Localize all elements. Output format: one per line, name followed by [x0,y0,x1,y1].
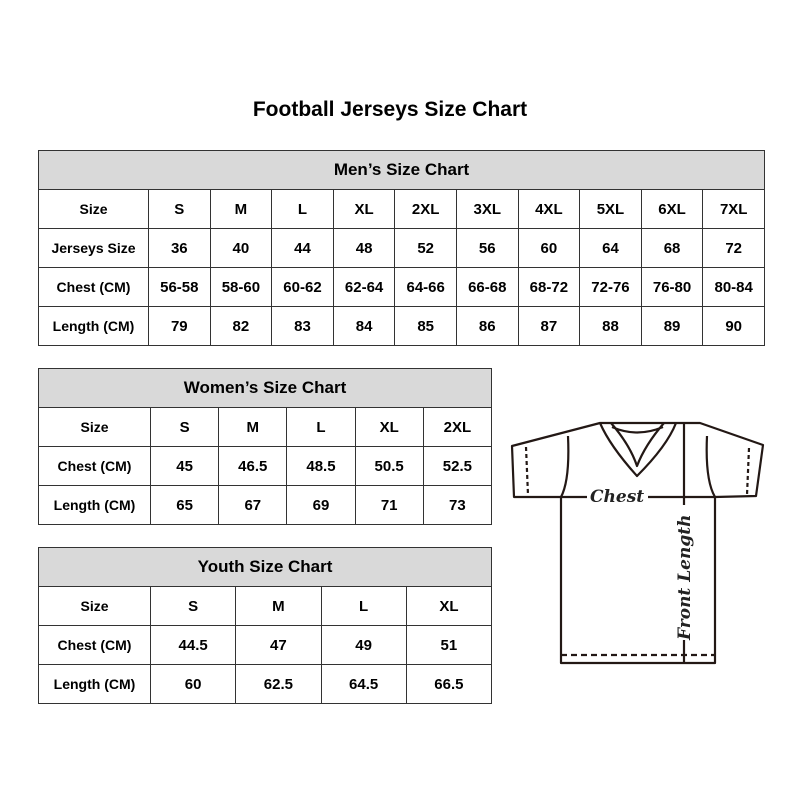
table-cell: 66-68 [455,267,519,307]
table-cell: 79 [148,306,211,346]
table-cell: 71 [354,485,424,525]
table-cell: 84 [332,306,396,346]
sleeve-hem-right [745,447,751,496]
table-cell: 44.5 [149,625,237,665]
table-cell: 85 [394,306,457,346]
table-row: Length (CM) 79 82 83 84 85 86 87 88 89 90 [38,306,766,346]
jersey-collar [610,422,665,468]
table-cell: 5XL [579,189,642,229]
row-label: Chest (CM) [38,446,151,486]
table-cell: 86 [455,306,519,346]
table-cell: 66.5 [405,664,493,704]
table-cell: 48 [332,228,396,268]
table-cell: 44 [271,228,334,268]
table-cell: 90 [702,306,766,346]
table-row: Chest (CM) 45 46.5 48.5 50.5 52.5 [38,446,493,486]
table-cell: 48.5 [286,446,356,486]
table-cell: 49 [320,625,407,665]
table-row: Chest (CM) 44.5 47 49 51 [38,625,493,665]
table-cell: 68 [640,228,704,268]
table-cell: S [149,586,237,626]
table-heading: Men’s Size Chart [37,150,766,190]
row-label: Size [38,407,151,447]
jersey-outline [510,421,765,665]
table-cell: 67 [218,485,288,525]
front-length-label: Front Length [675,515,695,641]
table-cell: L [320,586,407,626]
table-cell: 72-76 [579,267,642,307]
table-cell: L [271,189,334,229]
table-cell: 50.5 [354,446,424,486]
table-cell: 87 [517,306,581,346]
table-cell: 47 [235,625,322,665]
table-cell: 73 [422,485,493,525]
table-heading: Youth Size Chart [37,547,493,587]
table-cell: M [218,407,288,447]
table-cell: 45 [149,446,220,486]
table-cell: 68-72 [517,267,581,307]
table-cell: 60 [149,664,237,704]
table-cell: S [149,407,220,447]
table-cell: 40 [209,228,273,268]
table-cell: 51 [405,625,493,665]
table-cell: 76-80 [640,267,704,307]
table-cell: 56-58 [148,267,211,307]
row-label: Chest (CM) [38,625,151,665]
table-cell: 6XL [640,189,704,229]
row-label: Length (CM) [38,485,151,525]
row-label: Jerseys Size [38,228,149,268]
youth-size-table: Youth Size Chart Size S M L XL Chest (CM) 44.5 4… [37,547,493,704]
womens-size-table: Women’s Size Chart Size S M L XL 2XL Chest (CM)… [37,368,493,525]
table-heading-row: Women’s Size Chart [37,368,493,408]
table-row: Length (CM) 60 62.5 64.5 66.5 [38,664,493,704]
table-heading: Women’s Size Chart [37,368,493,408]
table-row: Jerseys Size 36 40 44 48 52 56 60 64 68 72 [38,228,766,268]
table-heading-row: Youth Size Chart [37,547,493,587]
table-cell: 52.5 [422,446,493,486]
chest-label: Chest [590,487,644,507]
table-cell: 88 [579,306,642,346]
table-cell: 69 [286,485,356,525]
table-heading-row: Men’s Size Chart [37,150,766,190]
table-cell: 64.5 [320,664,407,704]
table-cell: L [286,407,356,447]
page-title: Football Jerseys Size Chart [252,98,528,121]
table-cell: 60 [517,228,581,268]
table-cell: 62.5 [235,664,322,704]
sleeve-hem-left [524,446,530,496]
row-label: Size [38,189,149,229]
table-cell: 62-64 [332,267,396,307]
table-row: Size S M L XL 2XL [38,407,493,447]
mens-size-table: Men’s Size Chart Size S M L XL 2XL 3XL 4XL 5XL 6XL… [37,150,766,346]
row-label: Length (CM) [38,306,149,346]
table-cell: 60-62 [271,267,334,307]
table-cell: M [235,586,322,626]
table-row: Size S M L XL 2XL 3XL 4XL 5XL 6XL 7XL [38,189,766,229]
table-row: Size S M L XL [38,586,493,626]
row-label: Size [38,586,151,626]
table-cell: 7XL [702,189,766,229]
table-cell: 2XL [422,407,493,447]
table-cell: 65 [149,485,220,525]
table-cell: XL [354,407,424,447]
table-row: Length (CM) 65 67 69 71 73 [38,485,493,525]
table-cell: XL [332,189,396,229]
table-cell: 80-84 [702,267,766,307]
table-cell: 82 [209,306,273,346]
table-cell: 36 [148,228,211,268]
